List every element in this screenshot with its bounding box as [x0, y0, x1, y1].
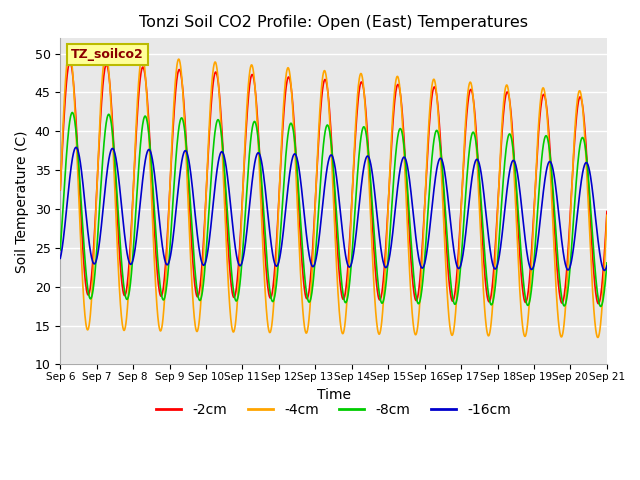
-2cm: [261, 252, 269, 257]
-8cm: [603, 260, 611, 266]
-2cm: [56, 187, 64, 192]
-16cm: [72, 144, 80, 150]
Line: -16cm: -16cm: [60, 147, 607, 270]
-16cm: [173, 195, 181, 201]
-8cm: [56, 247, 64, 253]
Line: -4cm: -4cm: [60, 50, 607, 337]
Line: -8cm: -8cm: [60, 112, 607, 306]
-8cm: [173, 139, 181, 145]
-2cm: [430, 85, 438, 91]
-2cm: [282, 83, 290, 88]
-4cm: [430, 76, 438, 82]
-16cm: [261, 185, 269, 191]
-2cm: [66, 59, 74, 65]
Line: -2cm: -2cm: [60, 62, 607, 304]
-8cm: [430, 139, 438, 144]
-4cm: [594, 335, 602, 340]
-16cm: [280, 226, 287, 232]
Y-axis label: Soil Temperature (C): Soil Temperature (C): [15, 130, 29, 273]
-16cm: [282, 200, 290, 205]
-4cm: [603, 212, 611, 218]
-8cm: [282, 147, 290, 153]
-2cm: [173, 73, 181, 79]
Legend: -2cm, -4cm, -8cm, -16cm: -2cm, -4cm, -8cm, -16cm: [150, 397, 516, 423]
-16cm: [56, 255, 64, 261]
-16cm: [603, 263, 611, 269]
-8cm: [88, 293, 96, 299]
X-axis label: Time: Time: [317, 388, 351, 402]
Title: Tonzi Soil CO2 Profile: Open (East) Temperatures: Tonzi Soil CO2 Profile: Open (East) Temp…: [139, 15, 528, 30]
-8cm: [68, 109, 76, 115]
-2cm: [88, 270, 96, 276]
-4cm: [65, 48, 73, 53]
-4cm: [88, 291, 96, 297]
-16cm: [601, 267, 609, 273]
-4cm: [173, 60, 181, 66]
Text: TZ_soilco2: TZ_soilco2: [71, 48, 144, 61]
-2cm: [603, 209, 611, 215]
-2cm: [595, 301, 602, 307]
-4cm: [56, 187, 64, 192]
-8cm: [280, 182, 287, 188]
-4cm: [280, 101, 287, 107]
-4cm: [282, 71, 290, 76]
-16cm: [430, 189, 438, 194]
-4cm: [261, 288, 269, 293]
-2cm: [280, 113, 287, 119]
-16cm: [88, 256, 96, 262]
-8cm: [261, 231, 269, 237]
-8cm: [597, 303, 605, 309]
